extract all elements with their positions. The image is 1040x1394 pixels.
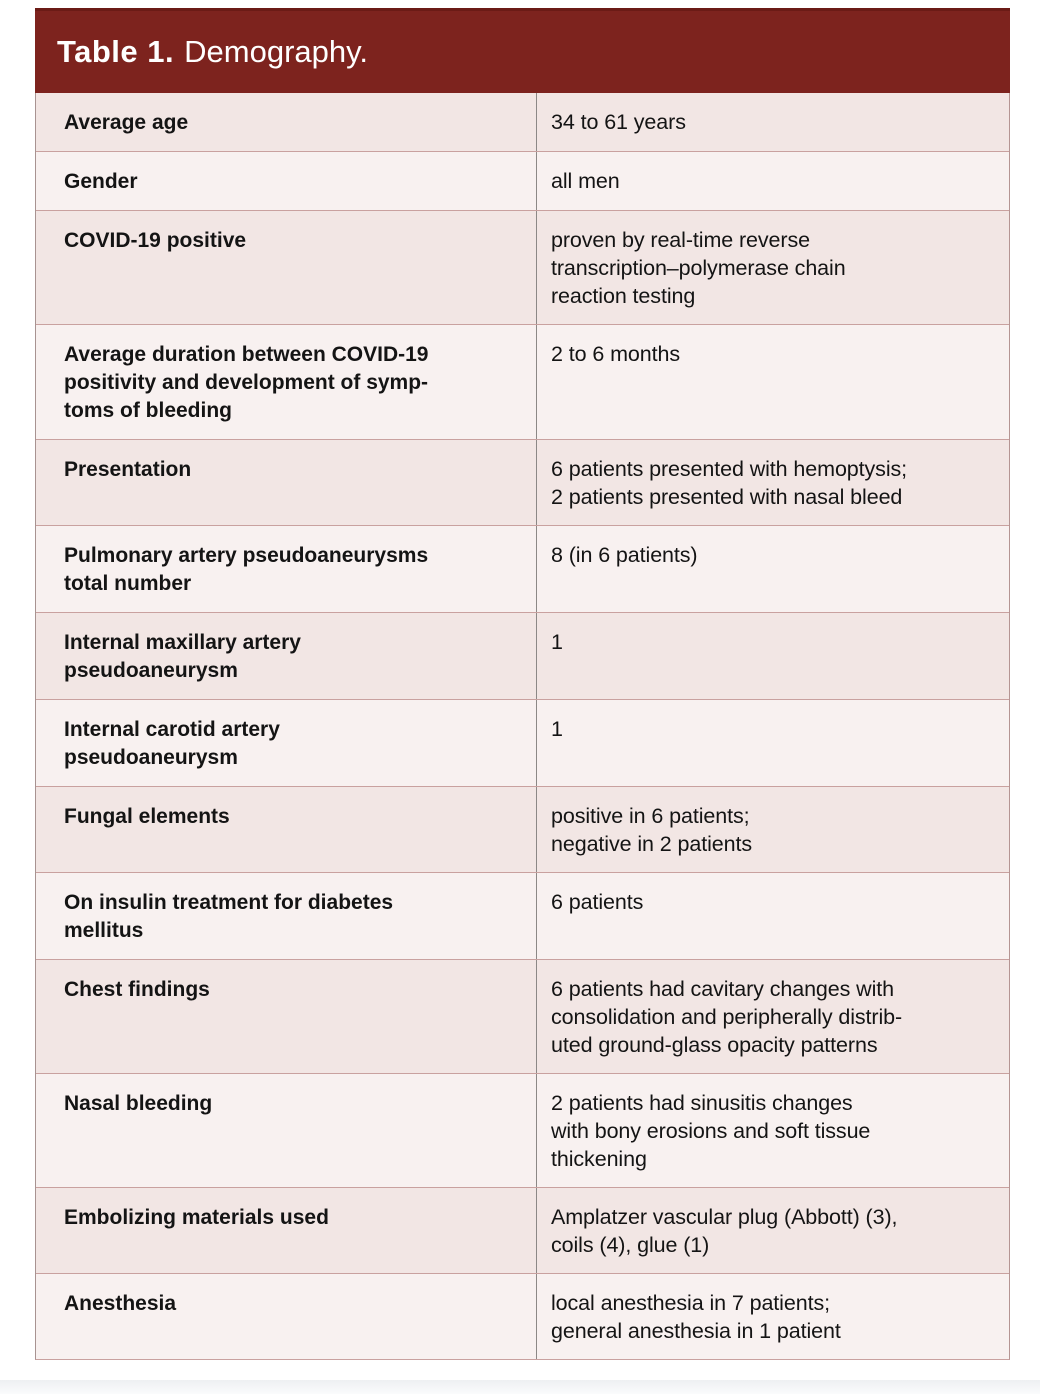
table-row: Internal maxillary artery pseudoaneurysm…: [36, 612, 1009, 699]
row-label: COVID-19 positive: [64, 229, 247, 252]
row-value: 2 to 6 months: [536, 325, 1009, 439]
table-title-bar: Table 1. Demography.: [35, 8, 1010, 93]
table-title: Demography.: [184, 34, 368, 69]
table-row: On insulin treatment for diabetes mellit…: [36, 872, 1009, 959]
row-label: Gender: [64, 170, 138, 193]
table-row: Anesthesia local anesthesia in 7 patients…: [36, 1273, 1009, 1359]
row-label: Internal carotid artery pseudoaneurysm: [64, 718, 280, 769]
row-label: Internal maxillary artery pseudoaneurysm: [64, 631, 301, 682]
table-row: Nasal bleeding 2 patients had sinusitis c…: [36, 1073, 1009, 1187]
table-row: Pulmonary artery pseudoaneurysms total n…: [36, 525, 1009, 612]
row-value: 2 patients had sinusitis changes with bo…: [536, 1074, 1009, 1187]
row-value: 6 patients: [536, 873, 1009, 959]
table-row: Internal carotid artery pseudoaneurysm 1: [36, 699, 1009, 786]
row-value: local anesthesia in 7 patients; general …: [536, 1274, 1009, 1359]
table-row: Chest findings 6 patients had cavitary ch…: [36, 959, 1009, 1073]
row-value: 6 patients presented with hemoptysis; 2 …: [536, 440, 1009, 525]
row-value: 8 (in 6 patients): [536, 526, 1009, 612]
page-edge-shadow: [0, 1380, 1040, 1394]
row-label: Embolizing materials used: [64, 1206, 329, 1229]
row-value: 1: [536, 700, 1009, 786]
row-label: Average age: [64, 111, 189, 134]
row-label: Average duration between COVID-19 positi…: [64, 343, 429, 422]
row-value: Amplatzer vascular plug (Abbott) (3), co…: [536, 1188, 1009, 1273]
table-body: Average age 34 to 61 years Gender all men CO…: [35, 93, 1010, 1360]
table-row: COVID-19 positive proven by real-time rev…: [36, 210, 1009, 324]
row-label: Pulmonary artery pseudoaneurysms total n…: [64, 544, 429, 595]
row-value: 6 patients had cavitary changes with con…: [536, 960, 1009, 1073]
row-value: all men: [536, 152, 1009, 210]
row-label: Presentation: [64, 458, 192, 481]
table-row: Average duration between COVID-19 positi…: [36, 324, 1009, 439]
row-label: Chest findings: [64, 978, 210, 1001]
table-number: Table 1.: [57, 34, 175, 69]
table-row: Presentation 6 patients presented with he…: [36, 439, 1009, 525]
row-value: positive in 6 patients; negative in 2 pa…: [536, 787, 1009, 872]
row-label: Fungal elements: [64, 805, 230, 828]
row-label: Nasal bleeding: [64, 1092, 213, 1115]
row-value: 34 to 61 years: [536, 93, 1009, 151]
row-label: On insulin treatment for diabetes mellit…: [64, 891, 394, 942]
demography-table: Table 1. Demography. Average age 34 to 61…: [35, 8, 1010, 1360]
table-row: Gender all men: [36, 151, 1009, 210]
row-value: 1: [536, 613, 1009, 699]
row-value: proven by real-time reverse transcriptio…: [536, 211, 1009, 324]
table-row: Average age 34 to 61 years: [36, 93, 1009, 151]
table-row: Embolizing materials used Amplatzer vascu…: [36, 1187, 1009, 1273]
table-row: Fungal elements positive in 6 patients; n…: [36, 786, 1009, 872]
row-label: Anesthesia: [64, 1292, 177, 1315]
